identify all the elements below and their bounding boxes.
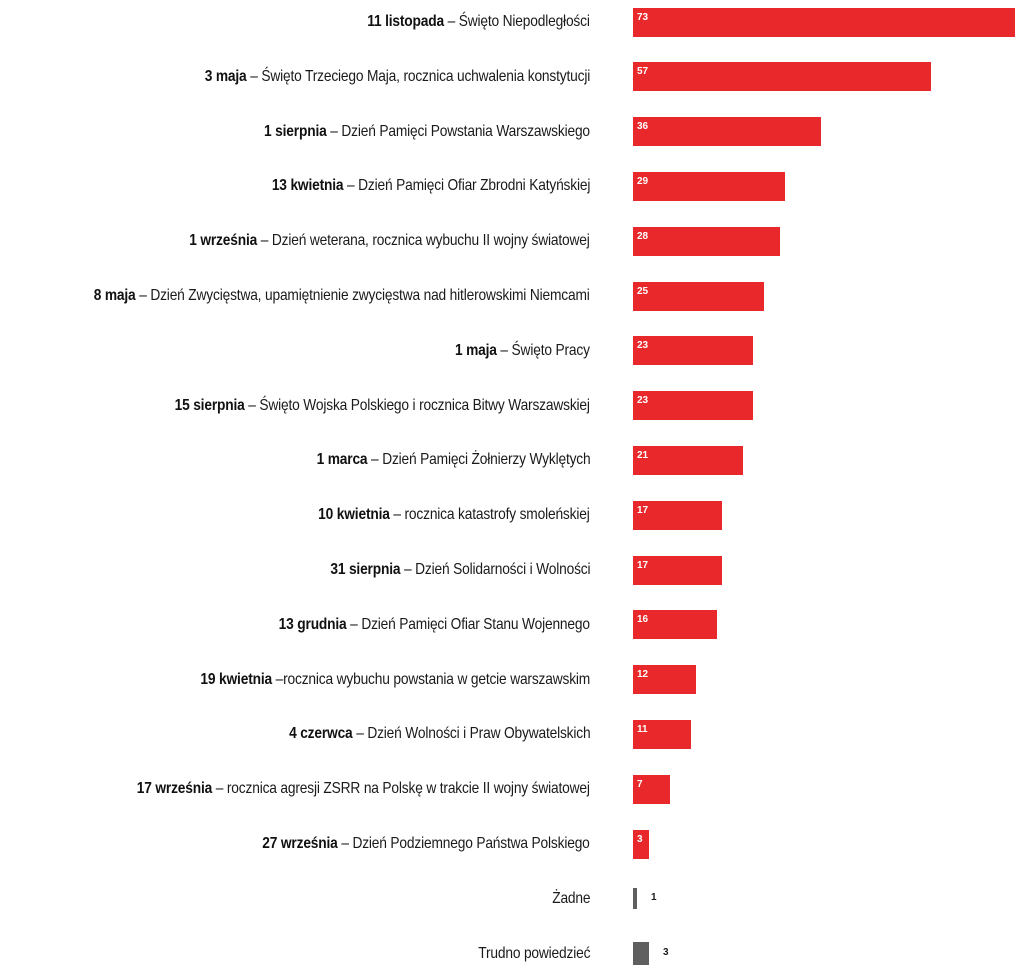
category-description: – Święto Niepodległości: [444, 13, 590, 30]
category-label: 13 grudnia – Dzień Pamięci Ofiar Stanu W…: [279, 615, 590, 635]
data-label: 12: [637, 669, 649, 681]
category-description: – Dzień Wolności i Praw Obywatelskich: [352, 725, 590, 743]
category-description: – Dzień Pamięci Ofiar Stanu Wojennego: [346, 615, 590, 633]
bar: [633, 445, 743, 475]
data-label: 36: [637, 121, 649, 133]
category-label: 4 czerwca – Dzień Wolności i Praw Obywat…: [288, 724, 591, 744]
category-label: 1 maja – Święto Pracy: [455, 341, 590, 361]
category-label: 19 kwietnia –rocznica wybuchu powstania …: [200, 670, 590, 690]
category-label: 27 września – Dzień Podziemnego Państwa …: [262, 834, 591, 854]
category-date: 1 maja: [455, 341, 497, 359]
category-date: 4 czerwca: [288, 725, 353, 743]
bar: [633, 391, 754, 421]
category-date: 11 listopada: [367, 13, 445, 30]
category-label: 15 sierpnia – Święto Wojska Polskiego i …: [175, 396, 590, 416]
bar: [633, 226, 780, 256]
bar: [633, 774, 670, 804]
category-label: 10 kwietnia – rocznica katastrofy smoleń…: [318, 505, 591, 525]
data-label: 73: [637, 11, 649, 23]
data-label: 16: [637, 614, 649, 626]
bar: [633, 942, 649, 965]
bar: [633, 665, 696, 695]
category-description: – Dzień Solidarności i Wolności: [399, 561, 591, 578]
bar: [633, 829, 649, 859]
category-date: 8 maja: [94, 287, 136, 304]
data-label: 23: [637, 340, 649, 352]
data-label: 21: [637, 449, 649, 461]
category-date: 1 sierpnia: [264, 122, 327, 140]
category-description: – Święto Trzeciego Maja, rocznica uchwal…: [246, 67, 590, 85]
category-date: 27 września: [262, 835, 339, 852]
category-label: 31 sierpnia – Dzień Solidarności i Wolno…: [330, 560, 590, 580]
category-label: 1 września – Dzień weterana, rocznica wy…: [189, 231, 591, 251]
category-description: – Dzień Podziemnego Państwa Polskiego: [337, 835, 591, 852]
bar: [633, 719, 691, 749]
data-label: 7: [637, 778, 643, 790]
category-label: 1 marca – Dzień Pamięci Żołnierzy Wyklęt…: [316, 450, 590, 470]
category-label: 8 maja – Dzień Zwycięstwa, upamiętnienie…: [94, 286, 590, 306]
bar: [633, 171, 785, 201]
bar: [633, 610, 717, 640]
data-label: 57: [637, 66, 649, 78]
data-label: 17: [637, 504, 649, 516]
data-label: 3: [663, 946, 669, 958]
bar: [633, 7, 1015, 37]
category-description: – Święto Wojska Polskiego i rocznica Bit…: [244, 396, 590, 414]
data-label: 17: [637, 559, 649, 571]
category-description: – Dzień Pamięci Powstania Warszawskiego: [326, 122, 590, 140]
data-label: 29: [637, 175, 649, 187]
category-date: 13 grudnia: [278, 615, 347, 633]
category-description: – rocznica katastrofy smoleńskiej: [390, 506, 590, 524]
category-date: 1 marca: [316, 451, 367, 469]
bar: [633, 888, 637, 910]
category-date: 15 sierpnia: [174, 396, 245, 414]
category-label: 3 maja – Święto Trzeciego Maja, rocznica…: [204, 67, 591, 87]
category-description: – Dzień Pamięci Ofiar Zbrodni Katyńskiej: [343, 177, 590, 195]
category-description: – rocznica agresji ZSRR na Polskę w trak…: [212, 780, 590, 798]
bar: [633, 500, 722, 530]
category-date: 17 września: [136, 780, 213, 798]
category-date: 13 kwietnia: [271, 177, 344, 195]
category-date: 19 kwietnia: [200, 670, 272, 688]
category-label: 1 sierpnia – Dzień Pamięci Powstania War…: [264, 122, 590, 142]
category-description: – Dzień Pamięci Żołnierzy Wyklętych: [366, 451, 591, 469]
category-label: 17 września – rocznica agresji ZSRR na P…: [137, 779, 590, 799]
data-label: 1: [651, 891, 657, 903]
category-date: 31 sierpnia: [329, 561, 400, 578]
category-description: Żadne: [551, 889, 590, 907]
category-description: Trudno powiedzieć: [477, 944, 590, 962]
category-date: 1 września: [189, 232, 258, 250]
bar: [633, 555, 722, 585]
data-label: 11: [637, 723, 648, 735]
category-description: – Dzień weterana, rocznica wybuchu II wo…: [257, 232, 590, 250]
category-description: – Święto Pracy: [496, 341, 591, 359]
bar: [633, 117, 822, 147]
category-label: Żadne: [552, 889, 590, 909]
data-label: 3: [637, 833, 643, 845]
bar: [633, 336, 754, 366]
bar: [633, 281, 764, 311]
category-label: Trudno powiedzieć: [478, 944, 590, 964]
category-description: – Dzień Zwycięstwa, upamiętnienie zwycię…: [135, 287, 591, 304]
category-date: 10 kwietnia: [318, 506, 391, 524]
category-description: –rocznica wybuchu powstania w getcie war…: [271, 670, 591, 688]
data-label: 25: [637, 285, 649, 297]
data-label: 23: [637, 395, 649, 407]
category-label: 13 kwietnia – Dzień Pamięci Ofiar Zbrodn…: [271, 176, 591, 196]
category-label: 11 listopada – Święto Niepodległości: [367, 12, 590, 32]
category-date: 3 maja: [204, 67, 247, 85]
data-label: 28: [637, 230, 649, 242]
bar: [633, 62, 932, 92]
